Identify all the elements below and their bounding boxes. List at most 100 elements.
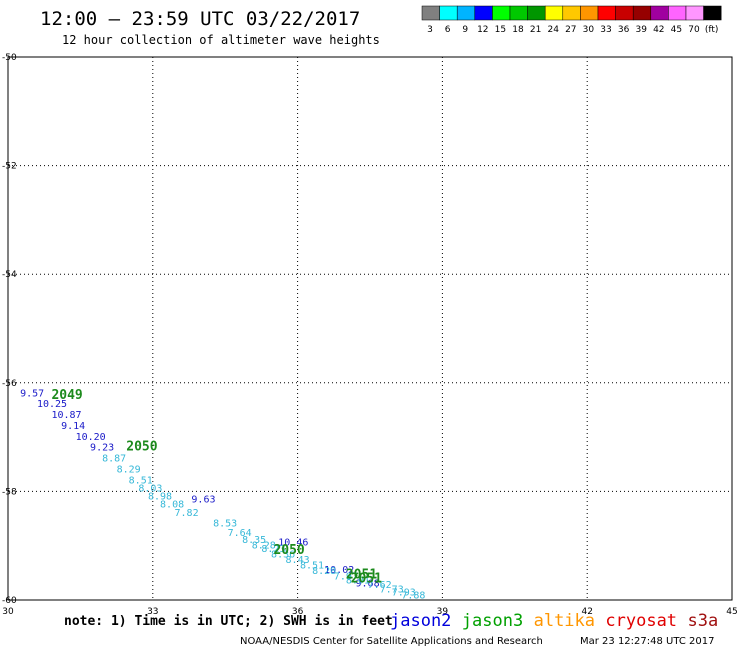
- color-swatch: [527, 5, 546, 21]
- wave-height-point: 7.97: [334, 571, 358, 582]
- wave-height-point: 8.29: [117, 464, 141, 475]
- color-swatch: [650, 5, 669, 21]
- color-swatch: [615, 5, 634, 21]
- wave-height-point: 10.20: [76, 432, 106, 443]
- footer-timestamp: Mar 23 12:27:48 UTC 2017: [580, 636, 715, 647]
- color-swatch: [562, 5, 581, 21]
- x-tick-label: 42: [581, 607, 592, 617]
- legend-jason2: jason2: [390, 611, 451, 631]
- wave-height-point: 10.02: [324, 565, 354, 576]
- color-scale-label: (ft): [705, 25, 719, 35]
- wave-height-point: 8.51: [129, 475, 153, 486]
- footer-credit: NOAA/NESDIS Center for Satellite Applica…: [240, 636, 543, 647]
- wave-height-point: 8.98: [148, 492, 172, 503]
- wave-height-point: 7.73: [380, 584, 404, 595]
- wave-height-point: 8.53: [213, 519, 237, 530]
- time-label: 2050: [273, 543, 304, 558]
- color-swatch: [474, 5, 493, 21]
- plot-frame: [7, 56, 733, 601]
- x-tick-label: 33: [147, 607, 158, 617]
- wave-height-point: 9.23: [90, 443, 114, 454]
- y-axis-ticks: -50 -52 -54 -56 -58 -60: [2, 53, 17, 606]
- color-scale-label: 24: [547, 25, 559, 35]
- wave-height-point: 9.57: [20, 388, 44, 399]
- wave-height-point: 9.14: [61, 421, 85, 432]
- footer-note: note: 1) Time is in UTC; 2) SWH is in fe…: [64, 614, 393, 629]
- color-swatch: [439, 5, 458, 21]
- x-tick-label: 30: [2, 607, 14, 617]
- color-scale-label: 12: [477, 25, 488, 35]
- y-tick-label: -60: [2, 596, 17, 606]
- grid-lines: [8, 57, 732, 600]
- color-swatch: [421, 5, 440, 21]
- wave-height-point: 8.43: [286, 555, 310, 566]
- wave-height-point: 8.01: [346, 576, 370, 587]
- color-swatch: [632, 5, 652, 21]
- wave-height-point: 7.88: [401, 590, 425, 601]
- wave-height-point: 8.87: [102, 454, 126, 465]
- color-swatch: [685, 5, 704, 21]
- wave-height-point: 9.63: [191, 494, 215, 505]
- legend-jason3: jason3: [462, 611, 523, 631]
- wave-height-point: 10.25: [37, 399, 67, 410]
- time-label: 2049: [51, 388, 82, 403]
- color-scale-label: 39: [635, 25, 647, 35]
- color-scale-label: 15: [495, 25, 506, 35]
- color-swatch: [509, 5, 528, 21]
- color-scale-label: 9: [462, 25, 468, 35]
- color-swatch: [703, 5, 722, 21]
- color-swatch: [544, 5, 564, 21]
- legend-cryosat: cryosat: [605, 611, 677, 631]
- x-tick-label: 36: [292, 607, 304, 617]
- color-scale-label: 21: [530, 25, 541, 35]
- x-axis-ticks: 30 33 36 39 42 45: [2, 607, 737, 617]
- color-swatch: [668, 5, 687, 21]
- time-label: 2050: [126, 440, 157, 455]
- satellite-legend: jason2 jason3 altika cryosat s3a: [390, 611, 718, 631]
- color-swatch: [580, 5, 599, 21]
- color-scale-label: 27: [565, 25, 576, 35]
- wave-height-point: 8.35: [242, 535, 266, 546]
- y-tick-label: -58: [2, 487, 17, 497]
- wave-height-point: 9.68: [356, 578, 380, 589]
- wave-height-point: 10.87: [51, 410, 81, 421]
- wave-height-point: 7.93: [392, 588, 416, 599]
- wave-height-point: 7.62: [368, 580, 392, 591]
- color-scale-label: 6: [445, 25, 451, 35]
- wave-height-point: 8.03: [138, 483, 162, 494]
- color-scale-label: 42: [653, 25, 664, 35]
- wave-height-point: 8.36: [271, 550, 295, 561]
- color-swatch: [597, 5, 616, 21]
- y-tick-label: -52: [2, 162, 17, 172]
- color-swatch: [456, 5, 476, 21]
- chart-title: 12:00 — 23:59 UTC 03/22/2017: [40, 8, 360, 30]
- color-scale-label: 70: [688, 25, 700, 35]
- color-scale-label: 3: [427, 25, 433, 35]
- wave-height-point: 10.46: [278, 538, 308, 549]
- wave-height-point: 8.28: [312, 566, 336, 577]
- time-label: 2051: [351, 572, 382, 587]
- color-scale-label: 36: [618, 25, 630, 35]
- wave-height-point: 8.08: [160, 500, 184, 511]
- wave-height-point: 7.64: [228, 528, 252, 539]
- legend-s3a: s3a: [688, 611, 719, 631]
- y-tick-label: -54: [2, 270, 17, 280]
- time-label: 2051: [346, 567, 377, 582]
- legend-altika: altika: [534, 611, 595, 631]
- wave-height-point: 8.51: [300, 561, 324, 572]
- color-swatch: [492, 5, 511, 21]
- y-tick-label: -56: [2, 379, 17, 389]
- color-scale-label: 45: [671, 25, 682, 35]
- color-scale-label: 18: [512, 25, 524, 35]
- y-tick-label: -50: [2, 53, 17, 63]
- color-scale-label: 33: [600, 25, 611, 35]
- wave-height-point: 8.23: [261, 544, 285, 555]
- x-tick-label: 45: [726, 607, 737, 617]
- x-tick-label: 39: [437, 607, 449, 617]
- color-scale-label: 30: [583, 25, 595, 35]
- chart-subtitle: 12 hour collection of altimeter wave hei…: [62, 33, 380, 47]
- plot-area: 30 33 36 39 42 45 -50-52-54-56-58-60 9.5710.2…: [2, 53, 738, 617]
